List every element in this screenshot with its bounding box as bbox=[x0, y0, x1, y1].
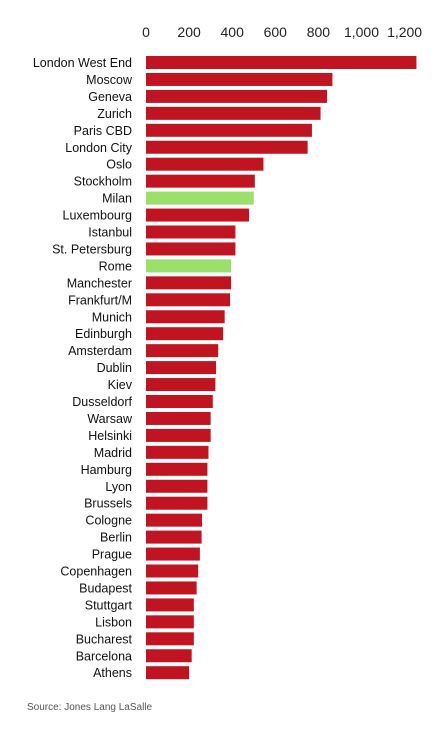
bars bbox=[146, 56, 417, 680]
category-label: Stuttgart bbox=[85, 598, 133, 612]
category-label: Hamburg bbox=[81, 463, 132, 477]
bar-cologne bbox=[146, 513, 203, 527]
bar-paris-cbd bbox=[146, 123, 312, 137]
bar-bucharest bbox=[146, 632, 194, 646]
bar-munich bbox=[146, 310, 225, 324]
bar-london-west-end bbox=[146, 56, 417, 69]
category-label: Berlin bbox=[100, 531, 132, 545]
x-tick-label: 800 bbox=[307, 24, 331, 40]
x-tick-label: 1,000 bbox=[344, 24, 379, 40]
category-label: Munich bbox=[92, 310, 132, 324]
category-label: Lisbon bbox=[95, 615, 132, 629]
source-note: Source: Jones Lang LaSalle bbox=[27, 702, 153, 713]
bar-kiev bbox=[146, 378, 216, 392]
bar-stockholm bbox=[146, 174, 255, 188]
category-label: Kiev bbox=[108, 378, 133, 392]
bar-copenhagen bbox=[146, 564, 199, 578]
bar-lisbon bbox=[146, 615, 194, 629]
category-label: Luxembourg bbox=[63, 209, 133, 223]
bar-helsinki bbox=[146, 428, 211, 442]
bar-stuttgart bbox=[146, 598, 194, 612]
category-label: Cologne bbox=[85, 514, 132, 528]
category-label: Budapest bbox=[79, 581, 132, 595]
bar-manchester bbox=[146, 276, 232, 290]
bar-athens bbox=[146, 666, 190, 680]
bar-edinburgh bbox=[146, 327, 224, 341]
category-label: Moscow bbox=[86, 73, 133, 87]
category-label: St. Petersburg bbox=[52, 242, 132, 256]
x-tick-label: 600 bbox=[264, 24, 288, 40]
category-label: Barcelona bbox=[76, 649, 132, 663]
bar-berlin bbox=[146, 530, 202, 544]
category-label: Istanbul bbox=[88, 226, 132, 240]
category-labels: London West End Moscow Geneva Zurich Paris C… bbox=[33, 56, 133, 680]
category-label: Geneva bbox=[88, 90, 132, 104]
category-label: Madrid bbox=[94, 446, 132, 460]
bar-warsaw bbox=[146, 411, 211, 425]
bar-geneva bbox=[146, 89, 328, 103]
bar-st-petersburg bbox=[146, 242, 236, 256]
category-label: Manchester bbox=[67, 276, 132, 290]
category-label: Rome bbox=[99, 259, 132, 273]
category-label: Athens bbox=[93, 666, 132, 680]
bar-barcelona bbox=[146, 649, 192, 663]
bar-brussels bbox=[146, 496, 208, 510]
bar-dublin bbox=[146, 361, 217, 375]
bar-madrid bbox=[146, 445, 209, 459]
category-label: Milan bbox=[102, 192, 132, 206]
category-label: Copenhagen bbox=[60, 565, 132, 579]
category-label: Paris CBD bbox=[74, 124, 132, 138]
x-axis: 0 200 400 600 800 1,000 1,200 bbox=[142, 24, 422, 40]
x-tick-label: 0 bbox=[142, 24, 150, 40]
category-label: London West End bbox=[33, 56, 132, 70]
bar-budapest bbox=[146, 581, 197, 595]
bar-london-city bbox=[146, 140, 308, 154]
category-label: Brussels bbox=[84, 497, 132, 511]
bar-moscow bbox=[146, 72, 333, 86]
x-tick-label: 1,200 bbox=[387, 24, 422, 40]
bar-prague bbox=[146, 547, 200, 561]
category-label: Edinburgh bbox=[75, 327, 132, 341]
category-label: Oslo bbox=[106, 158, 132, 172]
bar-luxembourg bbox=[146, 208, 250, 222]
bar-rome bbox=[146, 259, 232, 273]
bar-milan bbox=[146, 191, 254, 205]
category-label: Frankfurt/M bbox=[68, 293, 132, 307]
bar-dusseldorf bbox=[146, 395, 213, 408]
bar-istanbul bbox=[146, 225, 236, 239]
bar-oslo bbox=[146, 157, 264, 171]
category-label: Prague bbox=[92, 548, 132, 562]
bar-amsterdam bbox=[146, 344, 219, 358]
bar-lyon bbox=[146, 479, 208, 493]
category-label: London City bbox=[65, 141, 132, 155]
x-tick-label: 400 bbox=[221, 24, 245, 40]
category-label: Zurich bbox=[97, 107, 132, 121]
category-label: Bucharest bbox=[76, 632, 133, 646]
category-label: Helsinki bbox=[88, 429, 132, 443]
category-label: Dusseldorf bbox=[72, 395, 132, 409]
category-label: Warsaw bbox=[87, 412, 133, 426]
category-label: Stockholm bbox=[74, 175, 132, 189]
bar-zurich bbox=[146, 106, 321, 120]
bar-frankfurt-m bbox=[146, 293, 231, 307]
x-tick-label: 200 bbox=[177, 24, 201, 40]
category-label: Lyon bbox=[105, 480, 132, 494]
category-label: Dublin bbox=[97, 361, 132, 375]
category-label: Amsterdam bbox=[68, 344, 132, 358]
bar-hamburg bbox=[146, 462, 208, 476]
